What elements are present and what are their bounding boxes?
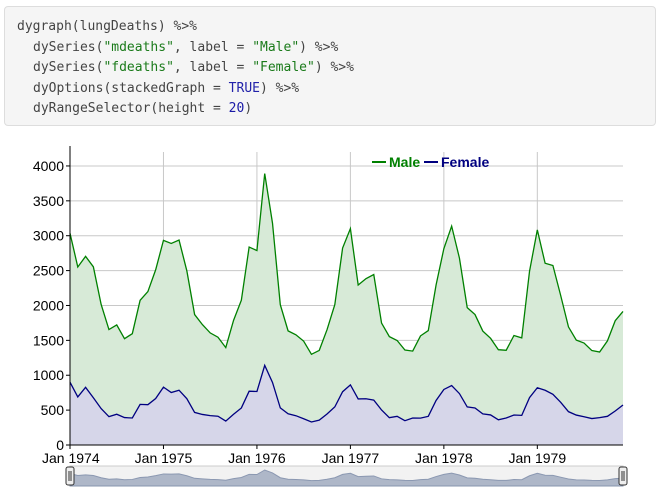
legend-label-male: Male: [389, 154, 420, 170]
code-text: , label =: [173, 60, 253, 75]
area-male: [70, 173, 623, 422]
code-line-3: dySeries("fdeaths", label = "Female") %>…: [17, 58, 643, 79]
y-tick-label: 3000: [33, 228, 64, 244]
x-tick-label: Jan 1978: [415, 450, 473, 466]
range-handle-right[interactable]: [618, 466, 628, 486]
series-line-male: [69, 173, 624, 356]
range-selector-mini-plot: [69, 469, 624, 487]
code-string: "fdeaths": [103, 60, 174, 75]
y-tick-label: 1500: [33, 332, 64, 348]
legend-label-female: Female: [441, 154, 489, 170]
y-tick-label: 2500: [33, 263, 64, 279]
series-line-female: [69, 363, 624, 423]
code-line-2: dySeries("mdeaths", label = "Male") %>%: [17, 38, 643, 59]
x-tick-label: Jan 1979: [509, 450, 567, 466]
code-boolean: TRUE: [228, 80, 260, 96]
code-line-4: dyOptions(stackedGraph = TRUE) %>%: [17, 79, 643, 100]
x-tick-label: Jan 1975: [135, 450, 193, 466]
code-text: dyRangeSelector(height =: [33, 101, 229, 116]
code-string: "Male": [252, 39, 300, 55]
code-line-5: dyRangeSelector(height = 20): [17, 99, 643, 120]
range-handle-left[interactable]: [65, 466, 75, 486]
y-tick-label: 2000: [33, 297, 64, 313]
code-text: ) %>%: [299, 39, 339, 55]
code-line-1: dygraph(lungDeaths) %>%: [17, 17, 643, 38]
code-text: dySeries(: [33, 39, 104, 55]
code-text: ) %>%: [314, 60, 354, 75]
y-tick-label: 1000: [33, 367, 64, 383]
y-tick-label: 4000: [33, 158, 64, 174]
code-text: ) %>%: [259, 80, 300, 96]
code-text: dygraph(lungDeaths) %>%: [17, 19, 198, 34]
code-text: dySeries(: [33, 60, 104, 75]
code-string: "mdeaths": [103, 39, 174, 55]
y-tick-label: 0: [56, 437, 64, 453]
code-number: 20: [228, 101, 245, 116]
code-text: ): [244, 101, 253, 116]
code-text: , label =: [173, 39, 253, 55]
x-tick-label: Jan 1976: [228, 450, 286, 466]
code-text: dyOptions(stackedGraph =: [33, 80, 229, 96]
code-string: "Female": [252, 60, 315, 75]
x-tick-label: Jan 1977: [322, 450, 380, 466]
y-tick-label: 3500: [33, 193, 64, 209]
stacked-area-chart[interactable]: 0 500 1000 1500 2000 2500 3000 3500 4000 Jan 1974…: [0, 140, 672, 496]
area-female: [70, 365, 623, 445]
y-tick-label: 500: [41, 402, 65, 418]
code-block: dygraph(lungDeaths) %>% dySeries("mdeath…: [4, 6, 656, 126]
x-tick-label: Jan 1974: [42, 450, 100, 466]
